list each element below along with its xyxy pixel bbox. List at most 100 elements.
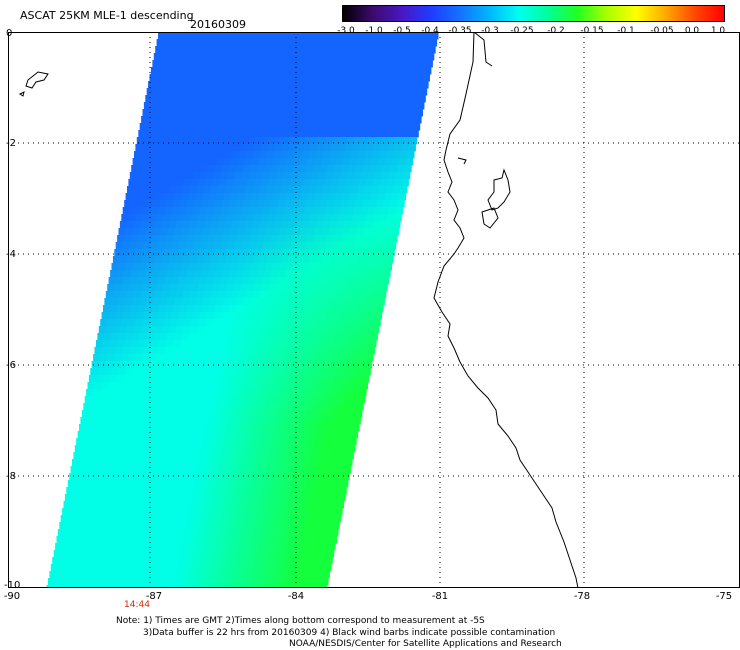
swath-cell [247, 319, 255, 327]
swath-cell [387, 144, 395, 152]
swath-cell [342, 368, 350, 376]
swath-cell [282, 214, 290, 222]
swath-cell [258, 333, 266, 341]
swath-cell [190, 494, 199, 502]
swath-cell [184, 179, 192, 187]
swath-cell [258, 298, 266, 306]
swath-cell [405, 123, 414, 131]
swath-cell [158, 480, 167, 488]
swath-cell [216, 333, 224, 341]
swath-cell [157, 312, 166, 320]
colorbar-label: -0.2 [547, 26, 565, 36]
swath-cell [323, 186, 331, 194]
swath-cell [208, 235, 216, 243]
swath-cell [276, 557, 284, 565]
swath-cell [269, 487, 277, 495]
swath-cell [194, 305, 202, 313]
swath-cell [363, 88, 372, 96]
swath-cell [323, 529, 332, 537]
swath-cell [233, 144, 241, 152]
swath-cell [112, 291, 121, 299]
swath-cell [218, 116, 226, 124]
swath-cell [308, 221, 317, 229]
swath-cell [177, 249, 185, 257]
swath-cell [153, 473, 161, 481]
swath-cell [235, 445, 244, 453]
swath-cell [300, 543, 308, 551]
swath-cell [236, 270, 244, 278]
swath-cell [265, 228, 273, 236]
swath-cell [111, 473, 119, 481]
swath-cell [185, 102, 194, 110]
swath-cell [339, 242, 348, 250]
swath-cell [101, 487, 109, 495]
swath-cell [307, 88, 316, 96]
swath-cell [242, 410, 251, 418]
swath-cell [256, 445, 265, 453]
swath-cell [310, 179, 318, 187]
swath-cell [64, 564, 73, 572]
swath-cell [261, 109, 269, 117]
swath-cell [108, 312, 117, 320]
swath-cell [98, 571, 106, 579]
swath-cell [226, 109, 234, 117]
swath-cell [308, 431, 317, 439]
swath-cell [92, 494, 101, 502]
swath-cell [188, 193, 197, 201]
swath-cell [370, 263, 378, 271]
swath-cell [326, 375, 335, 383]
swath-cell [331, 214, 339, 222]
swath-cell [307, 158, 316, 166]
swath-cell [205, 179, 213, 187]
swath-cell [183, 494, 192, 502]
swath-cell [325, 277, 334, 285]
swath-cell [140, 431, 149, 439]
swath-cell [157, 347, 165, 355]
swath-cell [191, 459, 199, 467]
swath-cell [273, 361, 282, 369]
swath-cell [342, 473, 350, 481]
swath-cell [348, 200, 356, 208]
swath-cell [374, 207, 383, 215]
swath-cell [369, 340, 377, 348]
swath-cell [200, 410, 209, 418]
swath-cell [195, 368, 203, 376]
swath-cell [198, 424, 206, 432]
swath-cell [297, 382, 305, 390]
swath-cell [126, 291, 135, 299]
swath-cell [324, 284, 332, 292]
swath-cell [291, 410, 300, 418]
swath-cell [302, 494, 311, 502]
swath-cell [282, 39, 291, 47]
swath-cell [299, 305, 307, 313]
swath-cell [209, 123, 218, 131]
swath-cell [373, 144, 381, 152]
swath-cell [172, 480, 181, 488]
swath-cell [145, 340, 153, 348]
swath-cell [328, 333, 336, 341]
swath-cell [381, 277, 390, 285]
swath-cell [293, 228, 301, 236]
swath-cell [309, 116, 317, 124]
swath-cell [342, 263, 350, 271]
swath-cell [277, 32, 285, 40]
swath-cell [176, 116, 184, 124]
swath-cell [130, 515, 139, 523]
swath-cell [365, 186, 373, 194]
swath-cell [297, 172, 306, 180]
swath-cell [180, 305, 188, 313]
swath-cell [188, 123, 197, 131]
swath-cell [184, 249, 192, 257]
swath-cell [307, 543, 315, 551]
swath-cell [224, 291, 233, 299]
swath-cell [262, 137, 271, 145]
swath-cell [138, 130, 146, 138]
swath-cell [325, 312, 334, 320]
swath-cell [315, 536, 323, 544]
swath-cell [272, 333, 280, 341]
swath-cell [251, 508, 259, 516]
swath-cell [178, 382, 186, 390]
swath-cell [181, 263, 189, 271]
swath-cell [264, 270, 272, 278]
swath-cell [144, 515, 153, 523]
